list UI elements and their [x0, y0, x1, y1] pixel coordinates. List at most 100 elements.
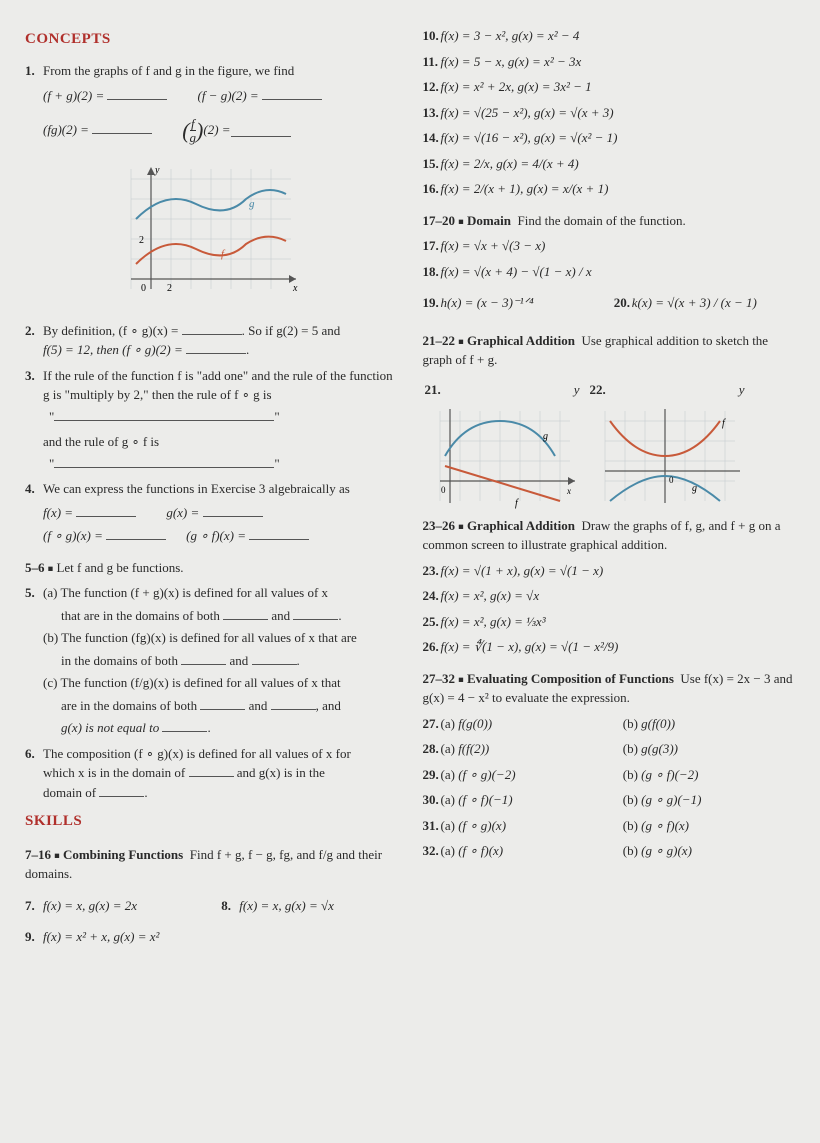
q19: h(x) = (x − 3)⁻¹ᐟ⁴	[441, 295, 534, 310]
q1-paren-close: )	[196, 114, 203, 147]
q5-num: 5.	[25, 583, 35, 603]
question-3: 3. If the rule of the function f is "add…	[25, 366, 398, 474]
q23-num: 23.	[423, 561, 439, 581]
q15-num: 15.	[423, 154, 439, 174]
q6-num: 6.	[25, 744, 35, 764]
svg-text:g: g	[692, 483, 697, 494]
q13: f(x) = √(25 − x²), g(x) = √(x + 3)	[441, 105, 614, 120]
question-5: 5. (a) The function (f + g)(x) is define…	[25, 583, 398, 738]
q8: f(x) = x, g(x) = √x	[239, 898, 334, 913]
q26: f(x) = ∜(1 − x), g(x) = √(1 − x²/9)	[441, 639, 619, 654]
q18: f(x) = √(x + 4) − √(1 − x) / x	[441, 264, 592, 279]
q4-num: 4.	[25, 479, 35, 499]
q10: f(x) = 3 − x², g(x) = x² − 4	[441, 28, 580, 43]
q32a: (f ∘ f)(x)	[458, 843, 503, 858]
q1-l2a: (fg)(2) =	[43, 122, 92, 137]
q14: f(x) = √(16 − x²), g(x) = √(x² − 1)	[441, 130, 618, 145]
q4-fx: f(x) =	[43, 505, 76, 520]
q5b: (b) The function (fg)(x) is defined for …	[43, 628, 398, 648]
question-4: 4. We can express the functions in Exerc…	[25, 479, 398, 546]
q2-p2: . So if g(2) = 5 and	[242, 323, 341, 338]
range-21-22: 21–22 ■ Graphical Addition Use graphical…	[423, 331, 796, 370]
q7: f(x) = x, g(x) = 2x	[43, 898, 137, 913]
q9-num: 9.	[25, 927, 35, 947]
q25-num: 25.	[423, 612, 439, 632]
svg-text:2: 2	[167, 283, 172, 294]
q18-num: 18.	[423, 262, 439, 282]
q12: f(x) = x² + 2x, g(x) = 3x² − 1	[441, 79, 592, 94]
svg-text:g: g	[249, 198, 255, 210]
q24-num: 24.	[423, 586, 439, 606]
q20-num: 20.	[614, 293, 630, 313]
graph-21: 21. y g f 0 x	[425, 380, 580, 500]
range-23-26: 23–26 ■ Graphical Addition Draw the grap…	[423, 516, 796, 555]
q29-num: 29.	[423, 765, 439, 785]
q2-p4: .	[246, 342, 249, 357]
range-17-20: 17–20 ■ Domain Find the domain of the fu…	[423, 211, 796, 231]
q29a: (f ∘ g)(−2)	[458, 767, 515, 782]
graph-22: 22. y f g 0	[590, 380, 745, 500]
q12-num: 12.	[423, 77, 439, 97]
q15: f(x) = 2/x, g(x) = 4/(x + 4)	[441, 156, 579, 171]
svg-text:0: 0	[441, 485, 446, 495]
q30b: (g ∘ g)(−1)	[641, 792, 701, 807]
q1-l2b-eq: (2) =	[203, 120, 230, 140]
q4-p1: We can express the functions in Exercise…	[43, 481, 350, 496]
range-5-6: 5–6 ■ Let f and g be functions.	[25, 558, 398, 578]
svg-text:y: y	[154, 165, 160, 176]
q32b: (g ∘ g)(x)	[641, 843, 692, 858]
q26-num: 26.	[423, 637, 439, 657]
q1-frac-top: f	[191, 116, 195, 131]
question-1: 1. From the graphs of f and g in the fig…	[25, 61, 398, 147]
range-7-16: 7–16 ■ Combining Functions Find f + g, f…	[25, 845, 398, 884]
q9: f(x) = x² + x, g(x) = x²	[43, 929, 159, 944]
q30-num: 30.	[423, 790, 439, 810]
q17-num: 17.	[423, 236, 439, 256]
q1-intro: From the graphs of f and g in the figure…	[43, 63, 294, 78]
svg-text:f: f	[722, 418, 726, 429]
svg-text:g: g	[543, 431, 548, 442]
q23: f(x) = √(1 + x), g(x) = √(1 − x)	[441, 563, 604, 578]
graph-q1: y x 0 2 2 f g	[111, 159, 311, 309]
q16-num: 16.	[423, 179, 439, 199]
q1-paren-open: (	[182, 114, 189, 147]
svg-text:2: 2	[139, 235, 144, 246]
q2-p1: By definition, (f ∘ g)(x) =	[43, 323, 182, 338]
q25: f(x) = x², g(x) = ⅓x³	[441, 614, 546, 629]
q30a: (f ∘ f)(−1)	[458, 792, 512, 807]
q8-num: 8.	[221, 896, 231, 916]
q4-gof: (g ∘ f)(x) =	[186, 528, 249, 543]
q1-l1a: (f + g)(2) =	[43, 88, 107, 103]
q5a: (a) The function (f + g)(x) is defined f…	[43, 583, 398, 603]
range-27-32: 27–32 ■ Evaluating Composition of Functi…	[423, 669, 796, 708]
q31b: (g ∘ f)(x)	[641, 818, 689, 833]
q24: f(x) = x², g(x) = √x	[441, 588, 540, 603]
q4-gx: g(x) =	[166, 505, 202, 520]
q27-num: 27.	[423, 714, 439, 734]
q29b: (g ∘ f)(−2)	[641, 767, 698, 782]
skills-heading: SKILLS	[25, 810, 398, 833]
q16: f(x) = 2/(x + 1), g(x) = x/(x + 1)	[441, 181, 609, 196]
q32-num: 32.	[423, 841, 439, 861]
q31-num: 31.	[423, 816, 439, 836]
svg-text:0: 0	[141, 283, 146, 294]
q31a: (f ∘ g)(x)	[458, 818, 506, 833]
q27a: f(g(0))	[458, 716, 492, 731]
question-6: 6. The composition (f ∘ g)(x) is defined…	[25, 744, 398, 803]
q3-p2: and the rule of g ∘ f is	[43, 432, 398, 452]
q6-p1: The composition (f ∘ g)(x) is defined fo…	[43, 746, 351, 761]
svg-text:0: 0	[669, 475, 674, 485]
q28b: g(g(3))	[641, 741, 678, 756]
q20: k(x) = √(x + 3) / (x − 1)	[632, 295, 757, 310]
q11-num: 11.	[423, 52, 439, 72]
q14-num: 14.	[423, 128, 439, 148]
q2-num: 2.	[25, 321, 35, 341]
q10-num: 10.	[423, 26, 439, 46]
q3-num: 3.	[25, 366, 35, 386]
q1-num: 1.	[25, 61, 35, 81]
svg-text:x: x	[292, 283, 298, 294]
concepts-heading: CONCEPTS	[25, 28, 398, 51]
q2-p3: f(5) = 12, then (f ∘ g)(2) =	[43, 342, 186, 357]
q13-num: 13.	[423, 103, 439, 123]
q7-num: 7.	[25, 896, 35, 916]
